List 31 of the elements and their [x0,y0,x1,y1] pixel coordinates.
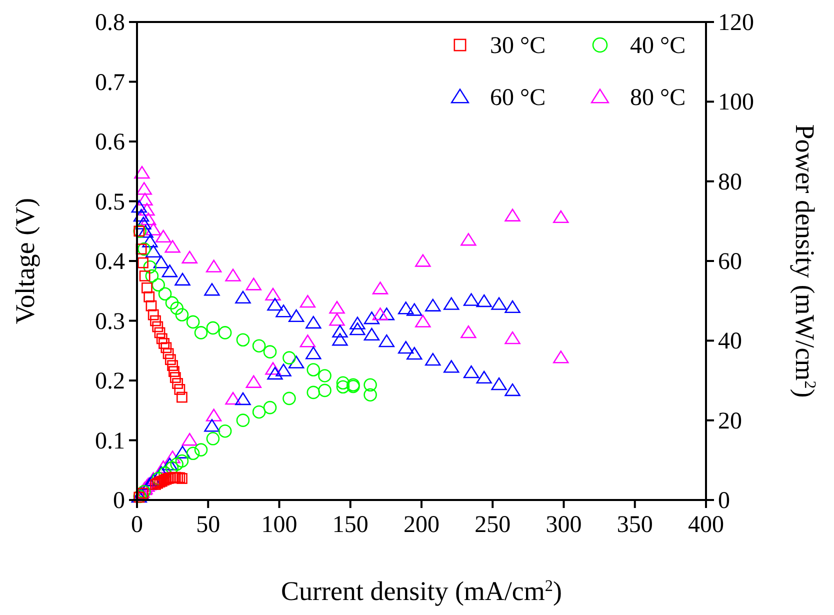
y2-tick-label: 20 [718,408,742,434]
x-axis-title: Current density (mA/cm$^{2}$) [280,576,562,606]
legend-label: 40 °C [630,33,686,59]
x-tick-label: 300 [546,512,582,538]
y-tick-label: 0.1 [95,428,125,454]
legend-label: 30 °C [490,33,546,59]
y-tick-label: 0.6 [95,130,125,156]
y-tick-label: 0.3 [95,308,125,335]
y-tick-label: 0.7 [95,70,125,96]
y2-tick-label: 80 [718,169,742,196]
y-tick-label: 0.2 [95,368,125,394]
y2-tick-label: 40 [718,328,742,355]
x-tick-label: 250 [474,512,511,538]
legend-label: 60 °C [490,85,546,111]
y-tick-label: 0.8 [95,10,125,36]
y2-tick-label: 0 [718,488,730,514]
x-tick-label: 100 [261,512,298,538]
y-tick-label: 0 [113,488,125,514]
x-tick-label: 200 [404,512,440,538]
x-tick-label: 400 [688,512,724,538]
x-tick-label: 0 [131,512,143,538]
x-tick-label: 350 [616,512,653,538]
y-axis-title: Voltage (V) [10,198,40,324]
y2-tick-label: 120 [718,10,754,36]
y-tick-label: 0.5 [95,189,125,216]
legend-label: 80 °C [630,85,686,111]
x-tick-label: 50 [196,512,220,538]
x-tick-label: 150 [332,512,368,538]
y2-tick-label: 60 [718,249,742,275]
y2-tick-label: 100 [718,90,754,116]
y-tick-label: 0.4 [95,249,125,275]
